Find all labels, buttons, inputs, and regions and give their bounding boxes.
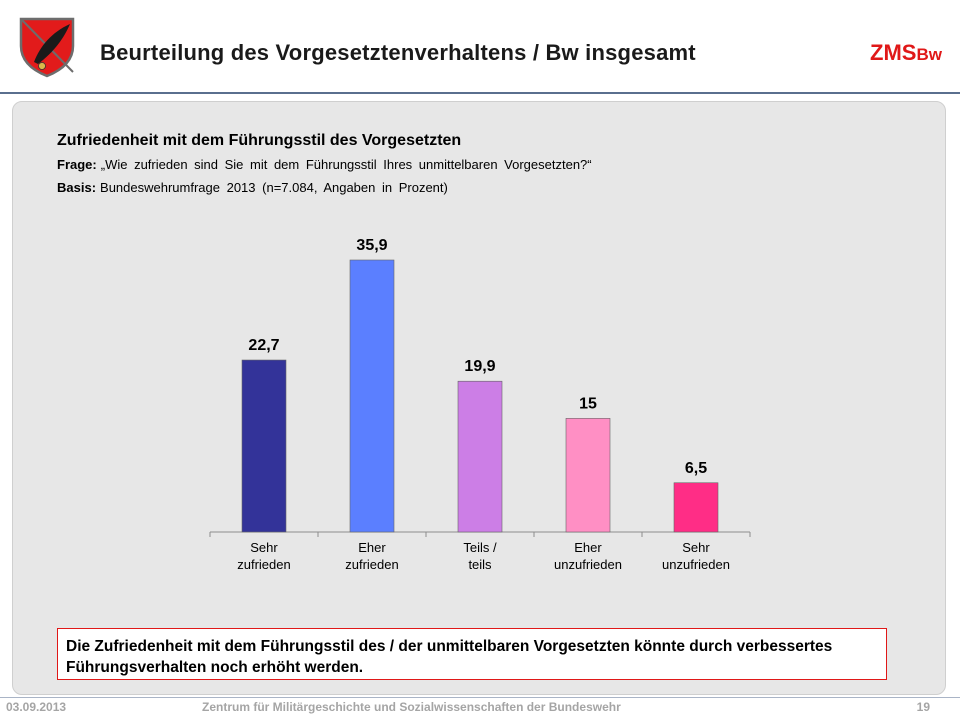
value-label-1: 22,7 <box>248 337 279 354</box>
zms-shield-logo <box>19 17 75 78</box>
category-label-4-line-1: Eher <box>574 540 602 555</box>
conclusion-note: Die Zufriedenheit mit dem Führungsstil d… <box>57 628 887 680</box>
category-label-1-line-1: Sehr <box>250 540 278 555</box>
category-label-5-line-1: Sehr <box>682 540 710 555</box>
category-label-5-line-2: unzufrieden <box>662 557 730 572</box>
bar-5 <box>673 482 719 533</box>
question-label: Frage: <box>57 157 97 172</box>
header-divider <box>0 92 960 94</box>
value-label-4: 15 <box>579 395 597 412</box>
bar-2 <box>349 259 395 533</box>
bar-4 <box>565 418 611 533</box>
bar-1 <box>241 359 287 533</box>
value-label-5: 6,5 <box>685 460 707 477</box>
category-label-3-line-2: teils <box>468 557 492 572</box>
page-number: 19 <box>916 700 930 714</box>
question-line: Frage: „Wie zufrieden sind Sie mit dem Fü… <box>57 157 592 172</box>
footer-organization: Zentrum für Militärgeschichte und Sozial… <box>202 700 621 714</box>
brand-logo-text: ZMSBw <box>870 40 942 65</box>
basis-line: Basis: Bundeswehrumfrage 2013 (n=7.084, A… <box>57 180 448 195</box>
slide-title: Beurteilung des Vorgesetztenverhaltens /… <box>100 40 696 65</box>
category-label-1-line-2: zufrieden <box>237 557 290 572</box>
value-label-3: 19,9 <box>464 358 495 375</box>
category-label-2-line-1: Eher <box>358 540 386 555</box>
bar-3 <box>457 380 503 533</box>
category-label-3-line-1: Teils / <box>463 540 497 555</box>
category-label-4-line-2: unzufrieden <box>554 557 622 572</box>
category-label-2-line-2: zufrieden <box>345 557 398 572</box>
value-label-2: 35,9 <box>356 237 387 254</box>
footer-date: 03.09.2013 <box>6 700 67 714</box>
footer-divider <box>0 697 960 698</box>
question-text: „Wie zufrieden sind Sie mit dem Führungs… <box>100 157 592 172</box>
basis-label: Basis: <box>57 180 97 195</box>
chart-title: Zufriedenheit mit dem Führungsstil des V… <box>57 132 462 149</box>
basis-text: Bundeswehrumfrage 2013 (n=7.084, Angaben… <box>100 180 448 195</box>
